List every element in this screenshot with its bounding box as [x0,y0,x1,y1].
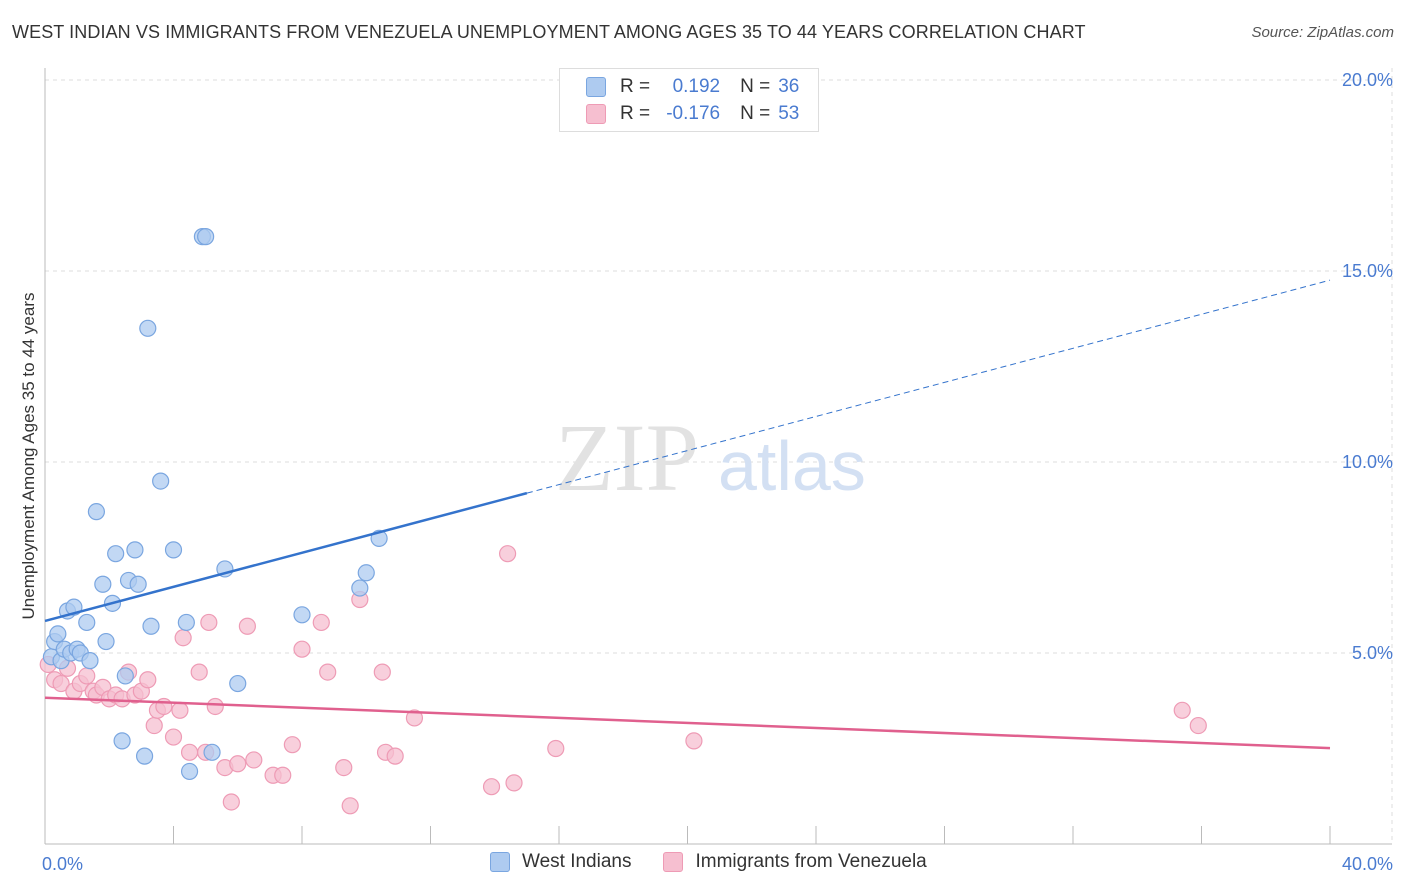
legend-r-value: 0.192 [672,76,721,97]
venezuela-trend-line [44,696,1331,750]
series-legend: West Indians Immigrants from Venezuela [490,851,959,873]
venezuela-point [238,617,256,635]
venezuela-point [190,663,208,681]
west-indian-point [107,545,125,563]
pink-swatch-icon [663,852,684,872]
venezuela-point [341,797,359,815]
blue-swatch-icon [586,77,606,97]
west-indian-point [293,606,311,624]
west-indian-point [78,613,96,632]
west-indian-trend-extension [526,279,1331,494]
west-indian-point [229,674,247,693]
venezuela-point [171,701,189,719]
venezuela-point [335,758,353,777]
legend-n-label: N = [740,103,771,124]
y-axis-title: Unemployment Among Ages 35 to 44 years [19,293,38,620]
venezuela-point [1189,716,1207,735]
watermark-zip: ZIP [555,404,699,511]
venezuela-point [499,545,517,563]
legend-r-value: -0.176 [666,103,721,124]
x-tick-label: 0.0% [42,854,83,874]
legend-label: West Indians [522,851,632,872]
west-indian-point [49,625,67,643]
venezuela-point [174,629,192,647]
pink-swatch-icon [586,104,606,124]
west-indian-point [126,541,144,559]
venezuela-point [405,709,424,727]
west-indian-point [81,652,99,670]
chart-title: WEST INDIAN VS IMMIGRANTS FROM VENEZUELA… [12,22,1086,42]
legend-row-west-indians: R = 0.192 N = 36 [586,74,799,100]
west-indian-trend-line [44,491,528,623]
west-indian-point [135,747,154,765]
west-indian-point [164,541,183,559]
west-indian-point [203,743,221,761]
venezuela-point [386,747,404,765]
west-indian-point [113,732,131,750]
y-tick-label: 20.0% [1342,70,1393,90]
legend-n-label: N = [740,76,771,97]
west-indian-point [87,503,106,521]
y-tick-label: 10.0% [1342,452,1393,472]
legend-r-label: R = [620,103,651,124]
west-indian-point [351,579,369,597]
venezuela-point [274,766,292,784]
watermark: ZIP atlas [555,404,866,511]
venezuela-point [505,774,523,792]
venezuela-point [155,697,173,716]
y-tick-label: 15.0% [1342,261,1393,281]
watermark-atlas: atlas [718,427,866,505]
west-indian-point [129,575,147,593]
venezuela-point [293,640,311,658]
west-indian-point [142,617,160,635]
west-indian-point [357,564,375,582]
venezuela-point [222,793,240,811]
venezuela-point [319,663,337,681]
legend-n-value: 36 [778,76,800,97]
west-indian-point [152,472,170,490]
legend-r-label: R = [620,76,651,97]
legend-item-west-indians[interactable]: West Indians [490,851,631,873]
axes [44,68,1392,845]
legend-n-value: 53 [778,103,800,124]
venezuela-point [52,674,70,693]
west-indian-point [116,667,134,685]
series-venezuela [39,545,1207,815]
venezuela-point [312,613,330,632]
venezuela-point [245,751,263,769]
venezuela-point [283,736,301,754]
venezuela-point [164,728,183,746]
legend-row-venezuela: R = -0.176 N = 53 [586,101,799,127]
west-indian-point [94,575,112,593]
x-tick-label: 40.0% [1342,854,1393,874]
trend-lines [44,279,1331,750]
venezuela-point [200,613,218,632]
venezuela-point [547,739,565,758]
correlation-legend: R = 0.192 N = 36 R = -0.176 N = 53 [559,68,819,132]
west-indian-point [139,319,157,337]
tick-labels: 5.0% 10.0% 15.0% 20.0% 0.0% 40.0% [42,70,1393,874]
venezuela-point [206,697,224,716]
venezuela-point [180,743,199,761]
venezuela-point [145,716,163,735]
venezuela-point [229,755,247,773]
source-credit: Source: ZipAtlas.com [1251,24,1394,41]
west-indian-point [180,762,199,781]
y-tick-label: 5.0% [1352,643,1393,663]
venezuela-point [482,778,501,796]
venezuela-point [139,671,157,689]
grid-lines [45,68,1393,844]
venezuela-point [78,667,96,685]
west-indian-point [177,613,195,632]
legend-label: Immigrants from Venezuela [695,851,927,872]
venezuela-point [685,732,703,750]
blue-swatch-icon [490,852,510,872]
west-indian-point [97,632,115,651]
legend-item-venezuela[interactable]: Immigrants from Venezuela [663,851,927,873]
venezuela-point [1173,701,1191,719]
west-indian-point [197,228,215,246]
venezuela-point [373,663,391,681]
